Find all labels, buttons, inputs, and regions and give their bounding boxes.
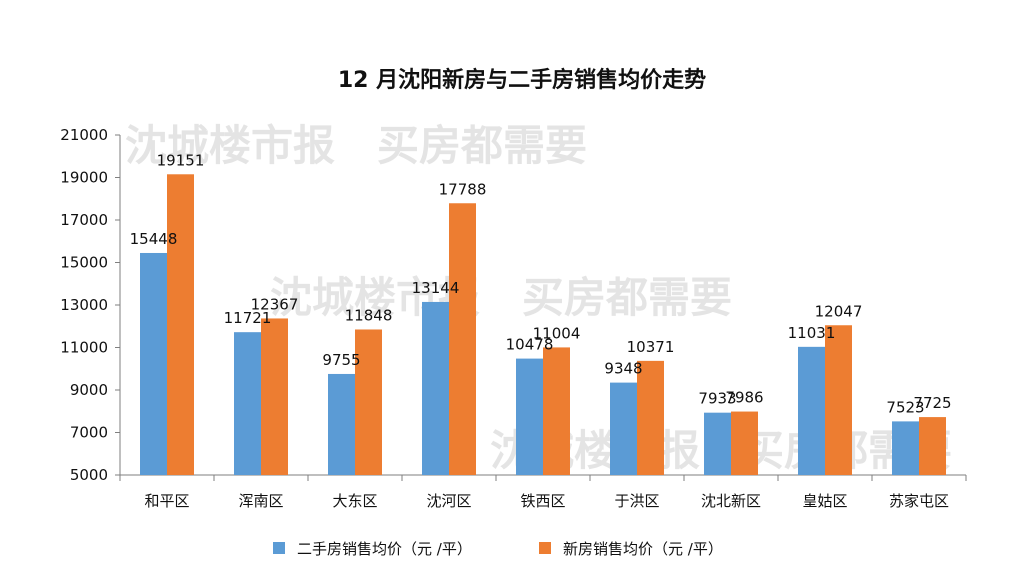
data-label: 9348	[604, 360, 642, 378]
bar	[261, 318, 288, 475]
x-tick-label: 铁西区	[520, 492, 565, 510]
legend-label: 新房销售均价（元 /平）	[563, 540, 723, 558]
data-label: 11004	[533, 324, 581, 342]
x-tick-label: 苏家屯区	[889, 492, 949, 510]
bars	[140, 174, 946, 475]
data-label: 10478	[506, 336, 554, 354]
x-tick-label: 大东区	[332, 492, 377, 510]
data-label: 11721	[224, 309, 272, 327]
bar	[825, 325, 852, 475]
y-tick-label: 5000	[70, 466, 108, 484]
legend-swatch	[539, 542, 551, 554]
y-tick-label: 9000	[70, 381, 108, 399]
bar	[637, 360, 664, 475]
data-label: 12047	[815, 302, 863, 320]
x-tick-label: 和平区	[144, 492, 189, 510]
data-label: 11848	[345, 306, 393, 324]
y-tick-label: 17000	[60, 211, 108, 229]
data-label: 7725	[913, 394, 951, 412]
bar	[140, 252, 167, 475]
bar	[543, 347, 570, 475]
data-label: 13144	[412, 279, 460, 297]
y-tick-label: 19000	[60, 169, 108, 187]
watermark-1: 沈城楼市报 买房都需要	[125, 121, 587, 170]
legend: 二手房销售均价（元 /平） 新房销售均价（元 /平）	[273, 540, 723, 558]
x-tick-label: 皇姑区	[802, 492, 847, 510]
x-tick-label: 沈北新区	[701, 492, 761, 510]
data-label: 7523	[886, 398, 924, 416]
legend-label: 二手房销售均价（元 /平）	[297, 540, 472, 558]
data-label: 9755	[322, 351, 360, 369]
watermark-2: 沈城楼市报 买房都需要	[270, 273, 732, 322]
x-tick-label: 于洪区	[614, 492, 659, 510]
bar	[731, 411, 758, 475]
x-tick-label: 沈河区	[426, 492, 471, 510]
y-tick-label: 21000	[60, 126, 108, 144]
bar	[516, 358, 543, 475]
data-label: 12367	[251, 295, 299, 313]
chart-title: 12 月沈阳新房与二手房销售均价走势	[338, 67, 706, 93]
data-label: 10371	[627, 338, 675, 356]
bar	[328, 373, 355, 475]
bar	[892, 421, 919, 475]
bar	[449, 203, 476, 475]
x-tick-label: 浑南区	[238, 492, 283, 510]
bar	[422, 301, 449, 475]
bar	[234, 332, 261, 475]
y-tick-label: 7000	[70, 424, 108, 442]
data-label: 19151	[157, 151, 205, 169]
data-labels: 15448 11721 9755 13144 10478 9348 7933 11031 752…	[130, 151, 952, 416]
bar	[167, 174, 194, 475]
bar	[704, 412, 731, 475]
bar	[355, 329, 382, 475]
bar	[919, 417, 946, 475]
bar	[610, 382, 637, 475]
data-label: 17788	[439, 180, 487, 198]
data-label: 11031	[788, 324, 836, 342]
y-tick-label: 13000	[60, 296, 108, 314]
data-label: 15448	[130, 230, 178, 248]
bar	[798, 346, 825, 475]
data-label: 7986	[725, 389, 763, 407]
y-tick-label: 15000	[60, 254, 108, 272]
data-label: 7933	[698, 390, 736, 408]
legend-swatch	[273, 542, 285, 554]
y-tick-label: 11000	[60, 339, 108, 357]
